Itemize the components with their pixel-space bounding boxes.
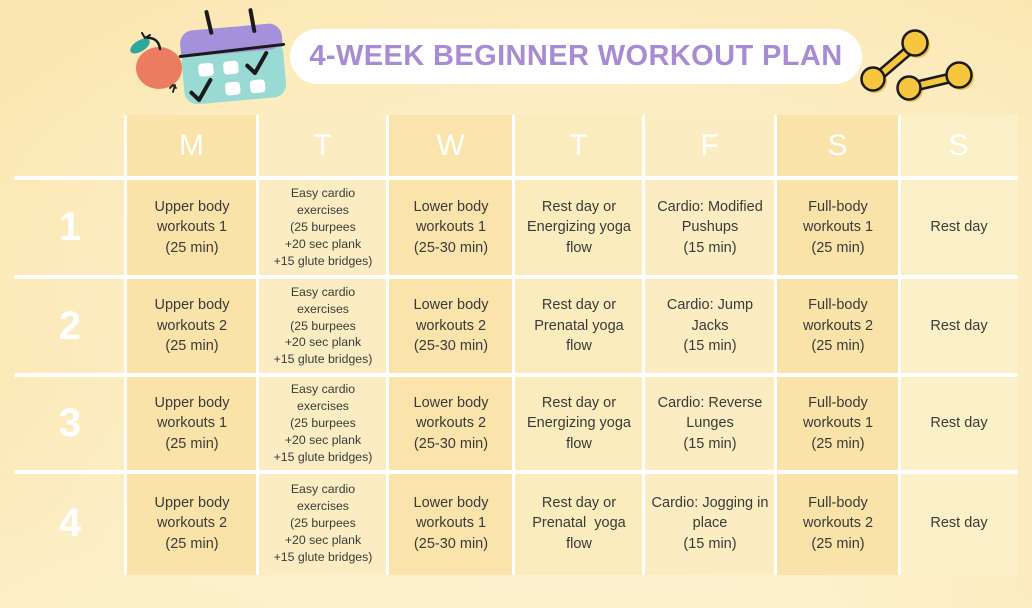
schedule-cell: Rest day or Prenatal yoga flow xyxy=(514,277,644,375)
schedule-cell: Upper body workouts 1 (25 min) xyxy=(126,375,258,472)
day-header-friday: F xyxy=(644,115,776,178)
schedule-cell: Rest day or Prenatal yoga flow xyxy=(514,472,644,575)
week-number: 3 xyxy=(58,401,82,446)
week-number: 2 xyxy=(58,303,82,348)
column-divider xyxy=(898,115,901,575)
schedule-cell: Lower body workouts 2 (25-30 min) xyxy=(388,277,514,375)
dumbbell-icon xyxy=(896,61,974,102)
schedule-cell: Full-body workouts 2 (25 min) xyxy=(776,472,900,575)
column-divider xyxy=(642,115,645,575)
dumbbell-icon xyxy=(860,29,930,93)
row-divider xyxy=(14,176,1018,180)
page-title: 4-WEEK BEGINNER WORKOUT PLAN xyxy=(309,40,843,72)
column-divider xyxy=(124,115,127,575)
schedule-cell: Lower body workouts 2 (25-30 min) xyxy=(388,375,514,472)
day-header-sunday: S xyxy=(900,115,1018,178)
day-header-wednesday: W xyxy=(388,115,514,178)
day-header-monday: M xyxy=(126,115,258,178)
day-header-saturday: S xyxy=(776,115,900,178)
schedule-cell: Rest day xyxy=(900,472,1018,575)
row-divider xyxy=(14,373,1018,377)
schedule-grid: M T W T F S S 1 Upper body workouts 1 (2… xyxy=(14,115,1018,575)
row-divider xyxy=(14,470,1018,474)
dumbbells-icon xyxy=(860,29,974,102)
column-divider xyxy=(512,115,515,575)
corner-cell xyxy=(14,115,126,178)
schedule-cell: Cardio: Reverse Lunges (15 min) xyxy=(644,375,776,472)
schedule-cell: Full-body workouts 1 (25 min) xyxy=(776,375,900,472)
workout-schedule-table: M T W T F S S 1 Upper body workouts 1 (2… xyxy=(14,115,1018,575)
day-header-tuesday: T xyxy=(258,115,388,178)
schedule-cell: Rest day xyxy=(900,277,1018,375)
schedule-cell: Lower body workouts 1 (25-30 min) xyxy=(388,178,514,277)
day-header-thursday: T xyxy=(514,115,644,178)
column-divider xyxy=(386,115,389,575)
calendar-icon xyxy=(178,8,287,105)
schedule-cell: Easy cardio exercises (25 burpees +20 se… xyxy=(258,472,388,575)
schedule-cell: Upper body workouts 1 (25 min) xyxy=(126,178,258,277)
schedule-cell: Rest day xyxy=(900,375,1018,472)
apple-calendar-icon xyxy=(130,8,287,105)
schedule-cell: Rest day xyxy=(900,178,1018,277)
schedule-cell: Lower body workouts 1 (25-30 min) xyxy=(388,472,514,575)
week-number: 1 xyxy=(58,205,82,250)
week-number: 4 xyxy=(58,501,82,546)
apple-icon xyxy=(130,32,182,93)
schedule-cell: Easy cardio exercises (25 burpees +20 se… xyxy=(258,375,388,472)
schedule-cell: Full-body workouts 1 (25 min) xyxy=(776,178,900,277)
schedule-cell: Rest day or Energizing yoga flow xyxy=(514,178,644,277)
row-divider xyxy=(14,275,1018,279)
schedule-cell: Cardio: Modified Pushups (15 min) xyxy=(644,178,776,277)
column-divider xyxy=(774,115,777,575)
title-banner: 4-WEEK BEGINNER WORKOUT PLAN xyxy=(290,29,862,84)
column-divider xyxy=(256,115,259,575)
schedule-cell: Rest day or Energizing yoga flow xyxy=(514,375,644,472)
schedule-cell: Cardio: Jump Jacks (15 min) xyxy=(644,277,776,375)
schedule-cell: Easy cardio exercises (25 burpees +20 se… xyxy=(258,277,388,375)
schedule-cell: Upper body workouts 2 (25 min) xyxy=(126,277,258,375)
schedule-cell: Full-body workouts 2 (25 min) xyxy=(776,277,900,375)
schedule-cell: Upper body workouts 2 (25 min) xyxy=(126,472,258,575)
schedule-cell: Easy cardio exercises (25 burpees +20 se… xyxy=(258,178,388,277)
schedule-cell: Cardio: Jogging in place (15 min) xyxy=(644,472,776,575)
